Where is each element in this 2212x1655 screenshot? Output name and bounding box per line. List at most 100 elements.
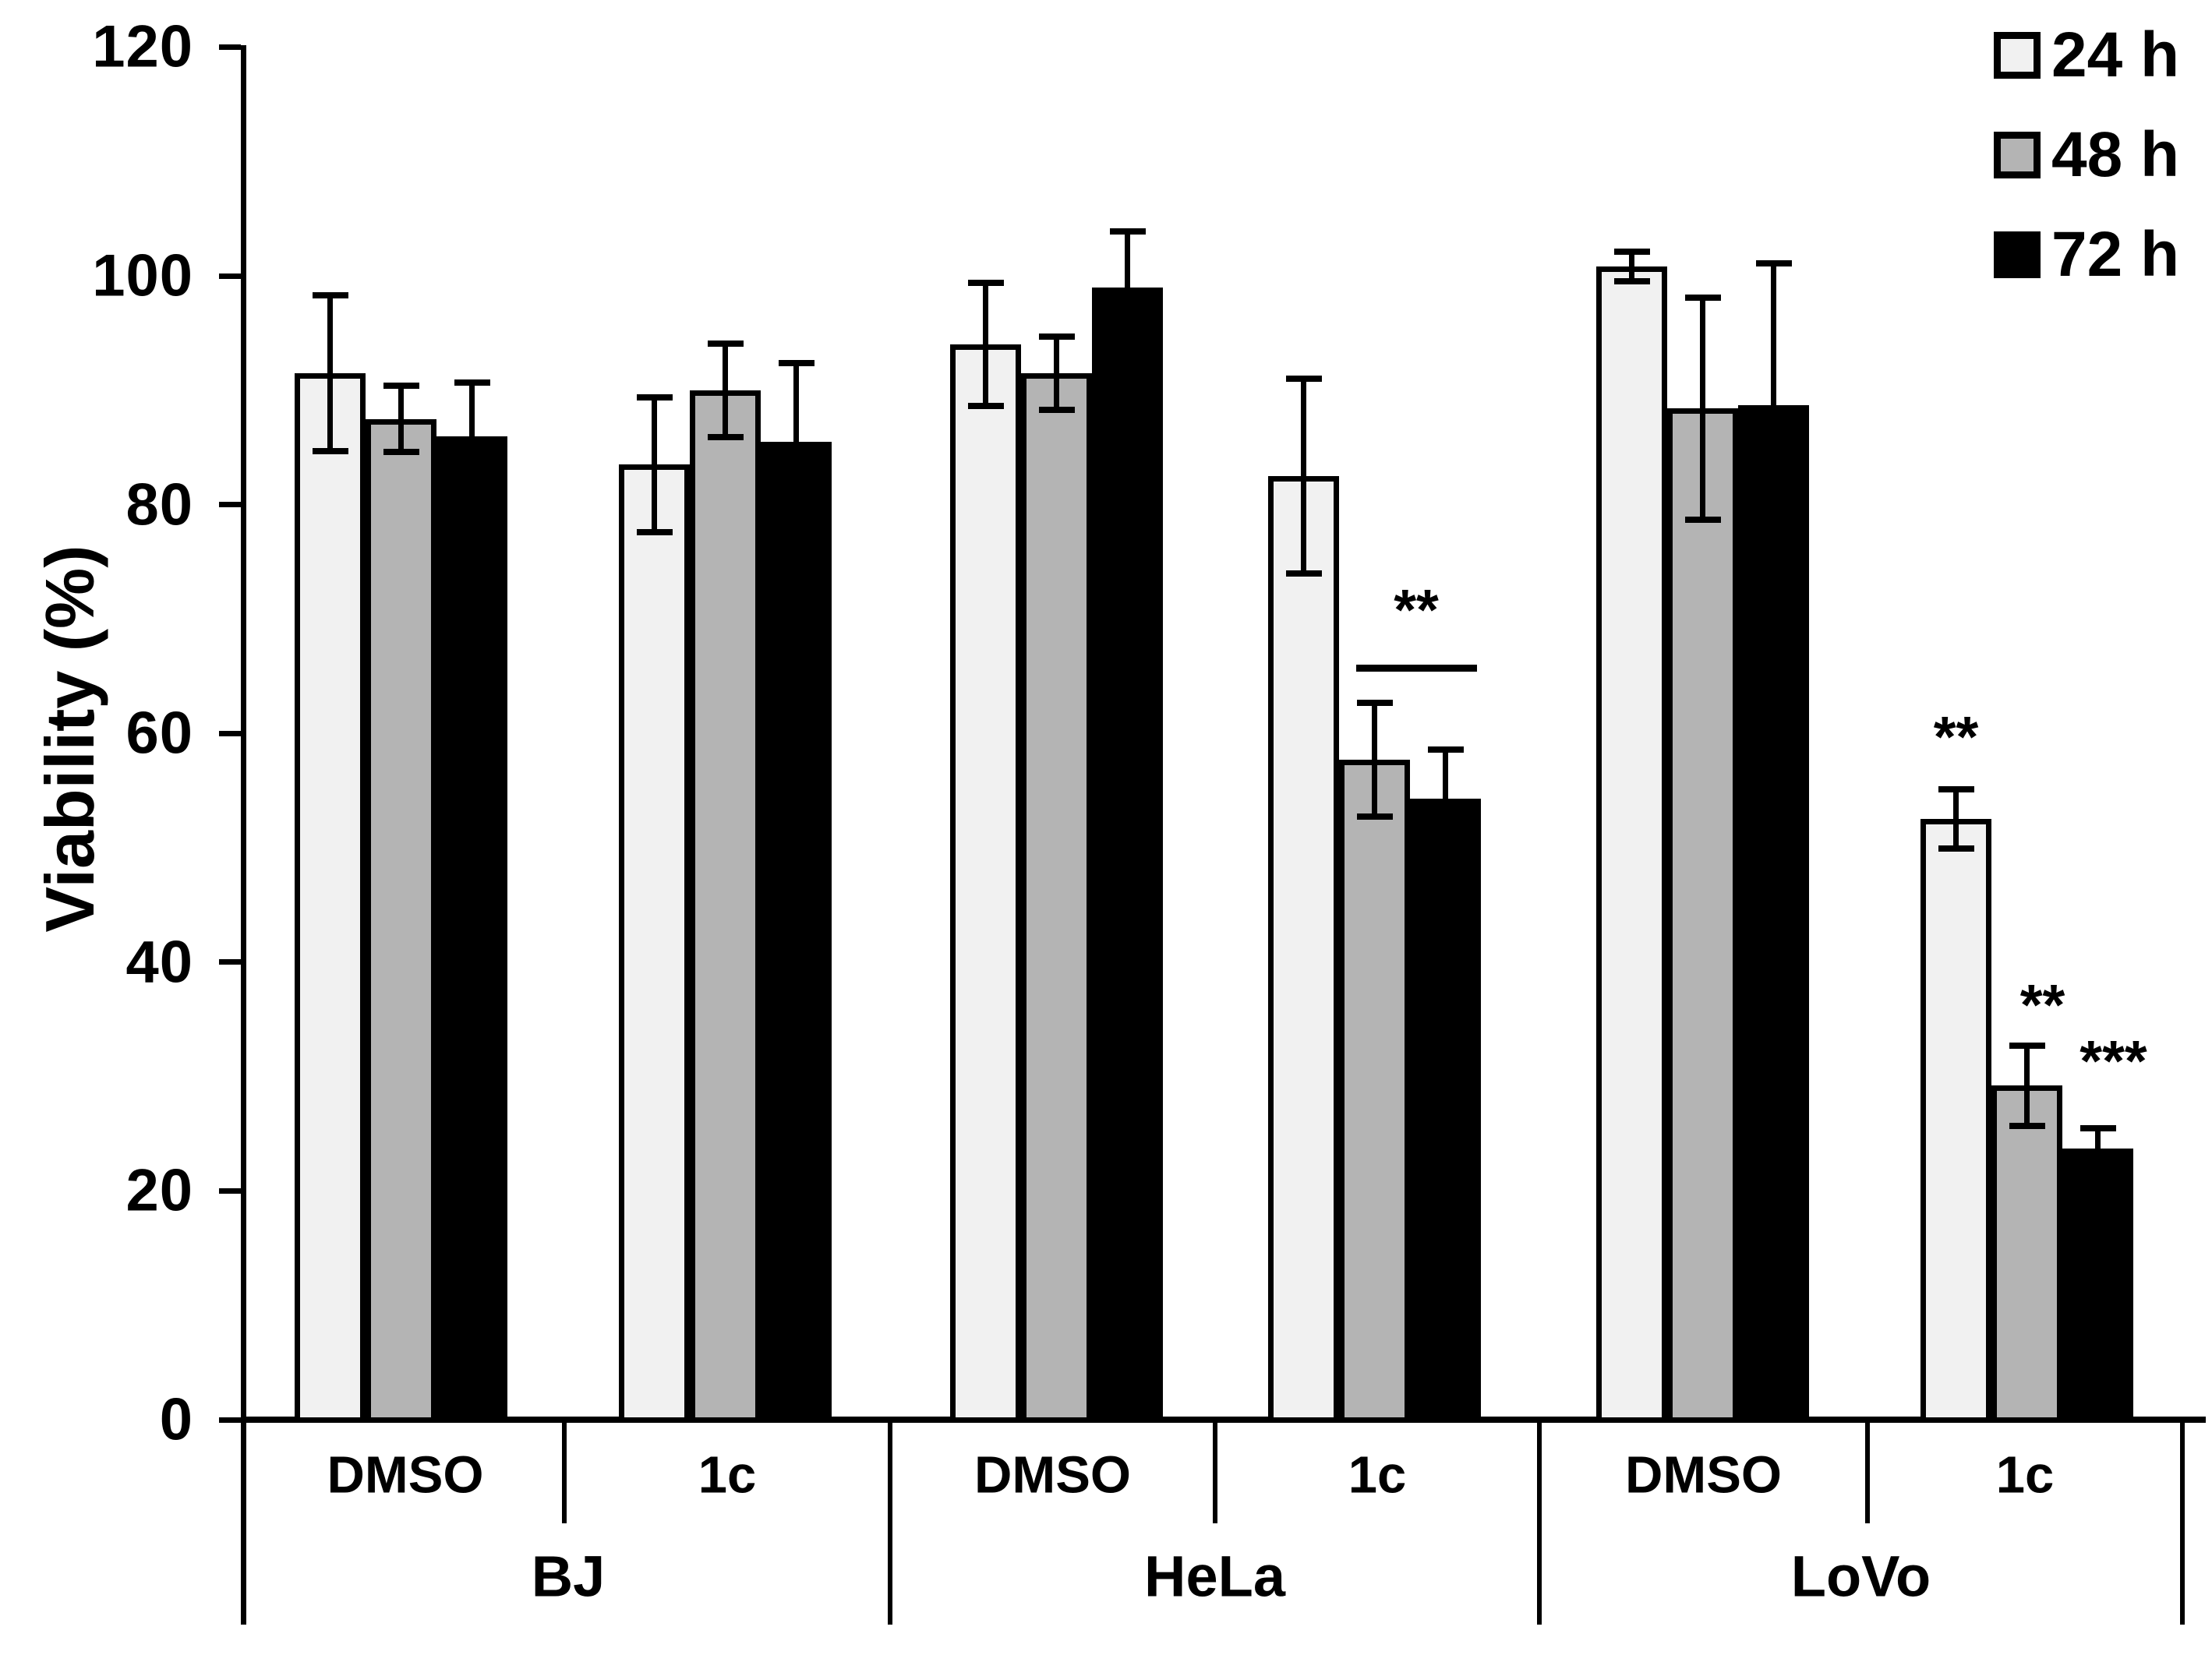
- error-cap-top: [967, 279, 1004, 286]
- y-tick-label-40: 40: [125, 929, 193, 996]
- condition-label-HeLa-1c: 1c: [1348, 1445, 1407, 1505]
- group-divider-minor: [1865, 1423, 1870, 1523]
- group-divider-major: [1537, 1423, 1542, 1625]
- bar-HeLa-DMSO-48h: [1021, 372, 1092, 1423]
- y-tick-20: [219, 1187, 241, 1194]
- legend-item-24h: 24 h: [1994, 19, 2180, 90]
- error-cap-top: [1038, 333, 1075, 340]
- legend-swatch-icon: [1994, 132, 2041, 178]
- bar-HeLa-1c-72h: [1410, 798, 1481, 1423]
- y-tick-label-100: 100: [92, 242, 193, 309]
- bar-BJ-DMSO-48h: [366, 418, 436, 1423]
- error-cap-bottom: [312, 447, 348, 454]
- legend-swatch-icon: [1994, 231, 2041, 278]
- error-whisker: [398, 385, 404, 453]
- bar-BJ-1c-48h: [690, 390, 761, 1423]
- legend-label: 48 h: [2051, 119, 2180, 190]
- y-tick-label-120: 120: [92, 13, 193, 80]
- significance-star: **: [2019, 972, 2065, 1037]
- error-cap-top: [778, 359, 814, 366]
- error-cap-bottom: [1356, 813, 1393, 820]
- bar-LoVo-1c-72h: [2062, 1149, 2133, 1423]
- error-cap-top: [1755, 259, 1792, 266]
- error-whisker: [1700, 297, 1705, 520]
- y-tick-label-80: 80: [125, 471, 193, 538]
- error-whisker: [793, 362, 799, 442]
- error-cap-bottom: [636, 528, 673, 535]
- y-tick-label-20: 20: [125, 1157, 193, 1224]
- error-whisker: [1629, 252, 1634, 282]
- error-cap-top: [1285, 376, 1322, 383]
- bar-BJ-1c-72h: [761, 441, 832, 1423]
- error-cap-bottom: [383, 449, 419, 456]
- y-tick-100: [219, 273, 241, 279]
- y-tick-40: [219, 959, 241, 965]
- condition-label-BJ-1c: 1c: [698, 1445, 757, 1505]
- y-tick-label-60: 60: [125, 700, 193, 767]
- error-cap-bottom: [1285, 570, 1322, 577]
- condition-label-LoVo-1c: 1c: [1995, 1445, 2055, 1505]
- error-whisker: [1443, 749, 1448, 799]
- cell-line-label-HeLa: HeLa: [1144, 1544, 1285, 1609]
- bar-LoVo-DMSO-72h: [1738, 404, 1809, 1423]
- y-axis-line: [241, 45, 246, 1625]
- error-cap-top: [383, 382, 419, 389]
- bar-LoVo-1c-48h: [1991, 1085, 2062, 1423]
- error-whisker: [1953, 789, 1959, 849]
- bar-BJ-1c-24h: [619, 464, 690, 1423]
- condition-label-BJ-DMSO: DMSO: [327, 1445, 484, 1505]
- significance-bracket-label: **: [1394, 577, 1439, 643]
- cell-line-label-LoVo: LoVo: [1790, 1544, 1931, 1609]
- error-cap-top: [1356, 699, 1393, 706]
- bar-LoVo-DMSO-48h: [1667, 408, 1738, 1423]
- error-whisker: [2024, 1045, 2030, 1126]
- cell-line-label-BJ: BJ: [531, 1544, 606, 1609]
- bar-HeLa-1c-24h: [1268, 475, 1339, 1423]
- group-divider-major: [888, 1423, 892, 1625]
- significance-star: ***: [2079, 1028, 2147, 1093]
- error-cap-top: [2009, 1042, 2045, 1049]
- error-cap-top: [312, 291, 348, 298]
- y-tick-80: [219, 502, 241, 508]
- y-tick-120: [219, 44, 241, 50]
- error-whisker: [983, 282, 988, 407]
- legend-item-72h: 72 h: [1994, 219, 2180, 290]
- error-whisker: [1301, 379, 1306, 573]
- error-whisker: [1054, 336, 1059, 410]
- error-cap-top: [454, 379, 490, 386]
- error-cap-bottom: [2009, 1122, 2045, 1129]
- error-cap-top: [1427, 746, 1464, 753]
- bar-HeLa-1c-48h: [1339, 759, 1410, 1423]
- group-divider-minor: [562, 1423, 567, 1523]
- y-tick-label-0: 0: [159, 1386, 193, 1453]
- error-cap-bottom: [967, 403, 1004, 410]
- condition-label-HeLa-DMSO: DMSO: [974, 1445, 1131, 1505]
- error-cap-top: [1684, 294, 1721, 301]
- condition-label-LoVo-DMSO: DMSO: [1625, 1445, 1782, 1505]
- error-cap-top: [1613, 249, 1650, 256]
- group-divider-major: [2180, 1423, 2185, 1625]
- error-cap-top: [1109, 228, 1146, 235]
- legend-label: 72 h: [2051, 219, 2180, 290]
- y-tick-60: [219, 730, 241, 736]
- error-whisker: [2095, 1127, 2101, 1149]
- significance-star: **: [1933, 704, 1979, 770]
- y-tick-0: [219, 1417, 241, 1423]
- error-cap-bottom: [707, 433, 744, 440]
- bar-BJ-DMSO-24h: [295, 372, 366, 1423]
- error-cap-bottom: [1684, 516, 1721, 523]
- legend-label: 24 h: [2051, 19, 2180, 90]
- error-whisker: [652, 397, 657, 532]
- bar-LoVo-DMSO-24h: [1596, 266, 1667, 1423]
- error-cap-top: [1938, 786, 1974, 793]
- legend-swatch-icon: [1994, 32, 2041, 79]
- bar-BJ-DMSO-72h: [436, 436, 507, 1423]
- error-whisker: [1372, 702, 1377, 817]
- error-cap-top: [2079, 1124, 2116, 1131]
- bar-LoVo-1c-24h: [1920, 819, 1991, 1423]
- x-axis-line: [241, 1417, 2206, 1423]
- error-whisker: [1771, 263, 1776, 405]
- significance-bracket-line: [1355, 664, 1477, 672]
